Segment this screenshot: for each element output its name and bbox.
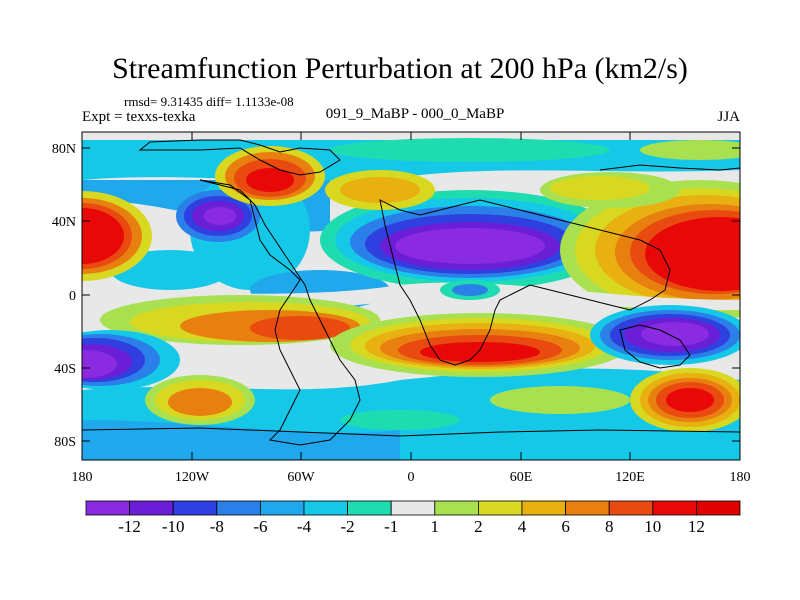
- latitude-labels: 80N 40N 0 40S 80S: [52, 142, 76, 450]
- colorbar: [85, 500, 741, 516]
- lon-label-180w: 180: [72, 470, 93, 485]
- colorbar-swatch: [85, 500, 130, 516]
- colorbar-swatch: [521, 500, 566, 516]
- lon-label-60w: 60W: [287, 470, 315, 485]
- comparison-label: 091_9_MaBP - 000_0_MaBP: [325, 106, 505, 122]
- lat-label-80n: 80N: [52, 142, 76, 157]
- colorbar-label: 6: [561, 517, 570, 536]
- colorbar-label: 2: [474, 517, 483, 536]
- colorbar-label: -1: [384, 517, 398, 536]
- colorbar-label: 1: [431, 517, 440, 536]
- colorbar-swatch: [216, 500, 261, 516]
- colorbar-swatch: [652, 500, 697, 516]
- colorbar-swatch: [565, 500, 610, 516]
- colorbar-swatch: [347, 500, 392, 516]
- colorbar-swatch: [303, 500, 348, 516]
- colorbar-label: -6: [253, 517, 267, 536]
- colorbar-swatch: [477, 500, 523, 516]
- colorbar-swatch: [434, 500, 479, 516]
- colorbar-swatch: [696, 500, 741, 516]
- lon-label-60e: 60E: [510, 470, 533, 485]
- colorbar-swatch: [608, 500, 654, 516]
- lon-label-120w: 120W: [175, 470, 210, 485]
- colorbar-label: 12: [688, 517, 705, 536]
- lat-label-0: 0: [69, 289, 76, 304]
- lat-label-80s: 80S: [54, 435, 76, 450]
- colorbar-label: -10: [162, 517, 185, 536]
- colorbar-label: -12: [118, 517, 141, 536]
- map-title: Streamfunction Perturbation at 200 hPa (…: [112, 52, 688, 85]
- colorbar-label: -8: [210, 517, 224, 536]
- colorbar-swatch: [390, 500, 436, 516]
- streamfunction-field: [82, 132, 740, 460]
- colorbar-swatch: [129, 500, 174, 516]
- experiment-label: Expt = texxs-texka: [82, 109, 196, 125]
- longitude-labels: 180 120W 60W 0 60E 120E 180: [72, 470, 751, 485]
- colorbar-label: 8: [605, 517, 614, 536]
- axis-ticks: [81, 132, 741, 460]
- season-label: JJA: [717, 109, 740, 125]
- lon-label-120e: 120E: [615, 470, 645, 485]
- stats-text: rmsd= 9.31435 diff= 1.1133e-08: [124, 94, 294, 109]
- colorbar-label: -2: [341, 517, 355, 536]
- colorbar-label: -4: [297, 517, 312, 536]
- colorbar-swatch: [259, 500, 305, 516]
- lon-label-0: 0: [408, 470, 415, 485]
- lat-label-40s: 40S: [54, 362, 76, 377]
- colorbar-label: 10: [644, 517, 661, 536]
- lon-label-180e: 180: [730, 470, 751, 485]
- colorbar-label: 4: [518, 517, 527, 536]
- colorbar-swatch: [172, 500, 218, 516]
- coastlines: [82, 139, 740, 446]
- colorbar-labels: -12 -10 -8 -6 -4 -2 -1 1 2 4 6 8 10 12: [118, 517, 705, 536]
- lat-label-40n: 40N: [52, 215, 76, 230]
